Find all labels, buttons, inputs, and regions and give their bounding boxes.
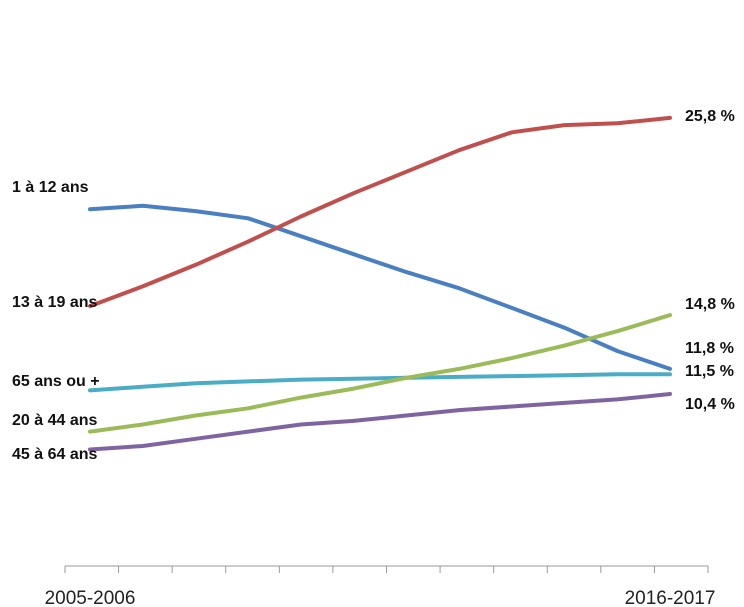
series-label-45-64: 45 à 64 ans [12,446,98,463]
series-line-4 [88,392,672,452]
series-lines [88,115,672,452]
series-line-1 [88,115,672,309]
series-line-3 [88,313,672,434]
series-label-65-plus: 65 ans ou + [12,373,100,390]
series-labels: 1 à 12 ans 13 à 19 ans 65 ans ou + 20 à … [12,179,100,463]
series-label-1-12: 1 à 12 ans [12,179,89,196]
x-tick-label-last: 2016-2017 [625,588,716,607]
x-axis: 2005-2006 2016-2017 [45,565,716,607]
end-label-13-19: 25,8 % [685,108,735,125]
end-label-20-44: 14,8 % [685,296,735,313]
end-label-45-64: 10,4 % [685,396,735,413]
end-label-1-12: 11,8 % [685,340,734,357]
end-label-65-plus: 11,5 % [685,363,734,380]
end-value-labels: 25,8 % 14,8 % 11,8 % 11,5 % 10,4 % [685,108,735,413]
series-line-2 [88,372,672,393]
series-label-20-44: 20 à 44 ans [12,412,98,429]
x-axis-ticks [64,566,709,573]
series-label-13-19: 13 à 19 ans [12,294,98,311]
series-line-0 [88,203,672,371]
x-tick-label-first: 2005-2006 [45,588,136,607]
